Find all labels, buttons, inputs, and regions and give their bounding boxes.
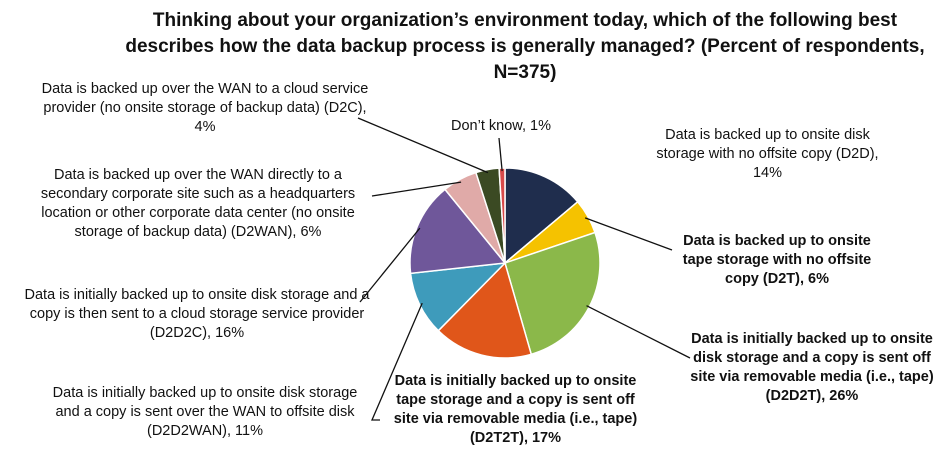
label-d2t: Data is backed up to onsite tape storage… <box>682 233 872 287</box>
pie-slice-d2d2wan <box>409 262 508 332</box>
leader-line-d2d2wan <box>371 302 423 421</box>
leader-line-d2wan <box>371 181 462 197</box>
label-d2d: Data is backed up to onsite disk storage… <box>656 127 879 181</box>
leader-line-d2t <box>584 217 673 251</box>
leader-line-d2d2t <box>586 305 691 359</box>
leader-line-dont-know <box>498 137 503 172</box>
pie-slice-d2d <box>504 167 579 265</box>
label-d2c: Data is backed up over the WAN to a clou… <box>41 81 369 135</box>
leader-line-d2c <box>357 117 489 174</box>
label-d2d2c: Data is initially backed up to onsite di… <box>24 287 370 341</box>
pie-slice-d2d2c <box>409 188 507 275</box>
pie-slice-d2t2t <box>437 261 533 359</box>
label-d2wan: Data is backed up over the WAN directly … <box>40 167 356 240</box>
label-d2d2t: Data is initially backed up to onsite di… <box>690 331 934 404</box>
leader-line-d2d2c <box>359 227 421 303</box>
label-d2d2wan: Data is initially backed up to onsite di… <box>52 385 358 439</box>
label-dont-know: Don’t know, 1% <box>451 118 551 134</box>
label-d2t2t: Data is initially backed up to onsite ta… <box>393 373 638 446</box>
chart-title: Thinking about your organization’s envir… <box>125 10 925 83</box>
